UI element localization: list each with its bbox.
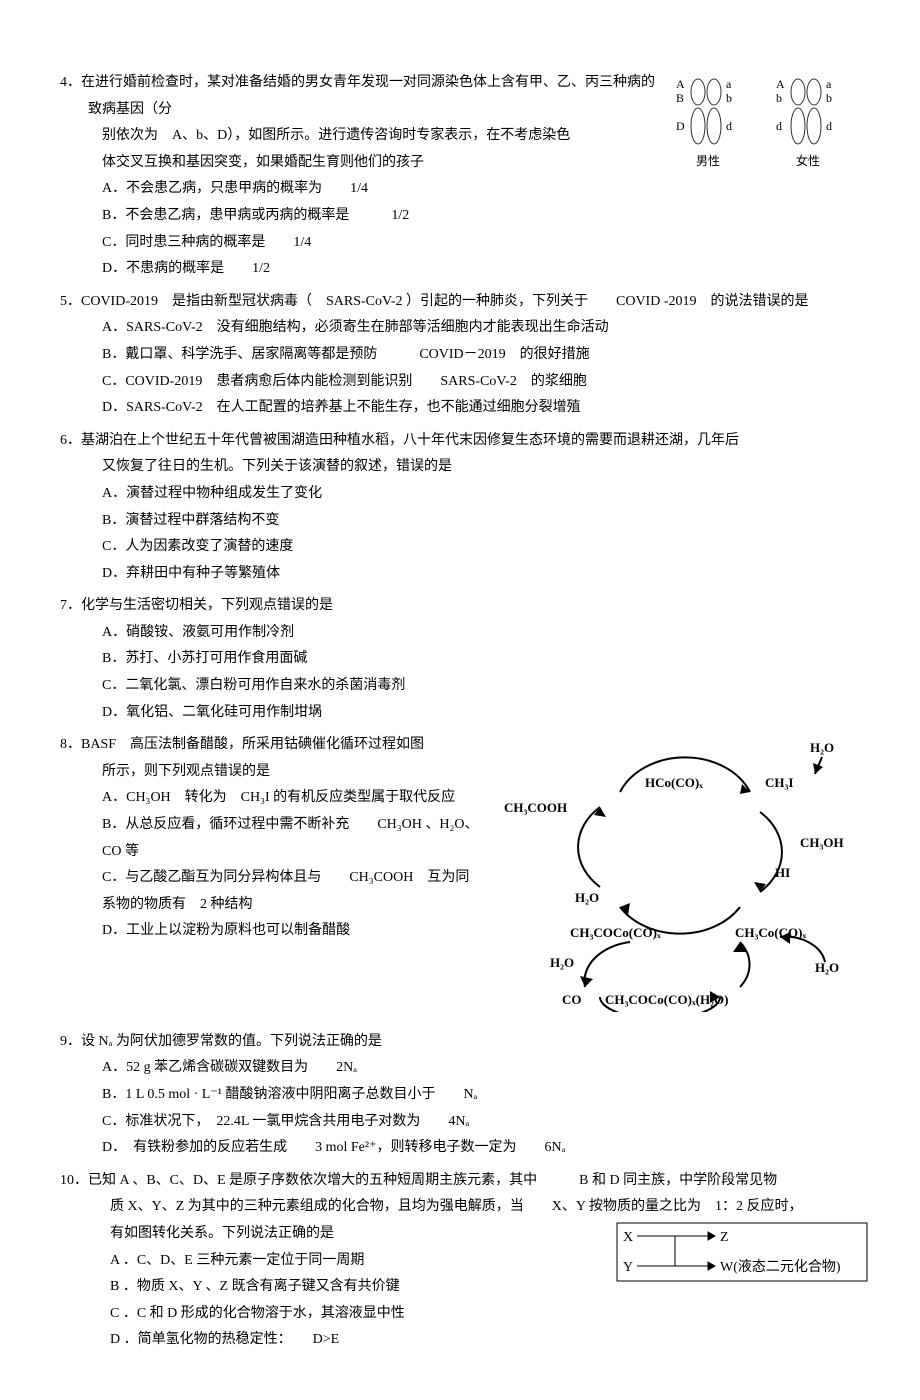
q6-option-c: C．人为因素改变了演替的速度 [102, 534, 870, 561]
svg-text:B: B [676, 91, 684, 105]
svg-text:b: b [826, 91, 832, 105]
svg-text:a: a [726, 77, 732, 91]
svg-text:男性: 男性 [696, 154, 720, 168]
q6-stem-line2: 又恢复了往日的生机。下列关于该演替的叙述，错误的是 [60, 459, 452, 474]
svg-text:CH₃OH: CH₃OH [800, 835, 844, 850]
q10-stem-line1: 10．已知 A 、B、C、D、E 是原子序数依次增大的五种短周期主族元素，其中 … [60, 1168, 870, 1195]
q9-stem: 9．设 Nₐ 为阿伏加德罗常数的值。下列说法正确的是 [60, 1029, 870, 1056]
svg-text:女性: 女性 [796, 153, 820, 168]
q4-figure: A B a b D d 男性 A b a b d d 女性 [670, 70, 870, 190]
svg-text:CH₃COCo(CO)ₓ(H₂O): CH₃COCo(CO)ₓ(H₂O) [605, 992, 728, 1007]
q4-stem-line2: 别依次为 A、b、D），如图所示。进行遗传咨询时专家表示，在不考虑染色 [60, 128, 570, 143]
question-4: A B a b D d 男性 A b a b d d 女性 4．在进行婚前检查时… [60, 70, 870, 283]
q4-stem-line3: 体交叉互换和基因突变，如果婚配生育则他们的孩子 [60, 155, 424, 170]
q10-stem-line2: 质 X、Y、Z 为其中的三种元素组成的化合物，且均为强电解质，当 X、Y 按物质… [60, 1199, 802, 1214]
svg-text:Y: Y [623, 1260, 633, 1275]
svg-text:D: D [676, 119, 685, 133]
svg-text:d: d [776, 119, 782, 133]
question-10: 10．已知 A 、B、C、D、E 是原子序数依次增大的五种短周期主族元素，其中 … [60, 1168, 870, 1354]
reaction-diagram: X Y Z W(液态二元化合物) [615, 1221, 870, 1283]
svg-text:HI: HI [775, 865, 790, 880]
q9-option-a: A．52 g 苯乙烯含碳碳双键数目为 2Nₐ [102, 1055, 870, 1082]
catalytic-cycle-diagram: H₂O HCo(CO)ₓ CH₃I CH₃COOH CH₃OH HI H₂O C… [500, 732, 860, 1012]
q5-stem: 5．COVID-2019 是指由新型冠状病毒（ SARS-CoV-2 ）引起的一… [60, 289, 870, 316]
svg-text:W(液态二元化合物): W(液态二元化合物) [720, 1259, 841, 1275]
q7-option-b: B．苏打、小苏打可用作食用面碱 [102, 646, 870, 673]
q7-stem: 7．化学与生活密切相关，下列观点错误的是 [60, 593, 870, 620]
q5-option-b: B．戴口罩、科学洗手、居家隔离等都是预防 COVID－2019 的很好措施 [102, 342, 870, 369]
q5-option-d: D．SARS-CoV-2 在人工配置的培养基上不能生存，也不能通过细胞分裂增殖 [102, 395, 870, 422]
svg-text:b: b [726, 91, 732, 105]
q4-option-c: C．同时患三种病的概率是 1/4 [102, 230, 870, 257]
svg-text:A: A [676, 77, 685, 91]
svg-text:b: b [776, 91, 782, 105]
q6-option-a: A．演替过程中物种组成发生了变化 [102, 481, 870, 508]
question-8: 8．BASF 高压法制备醋酸，所采用钴碘催化循环过程如图 所示，则下列观点错误的… [60, 732, 870, 1023]
q10-figure: X Y Z W(液态二元化合物) [615, 1221, 870, 1283]
q8-option-b-2: CO 等 [102, 839, 490, 866]
q7-option-c: C．二氧化氯、漂白粉可用作自来水的杀菌消毒剂 [102, 673, 870, 700]
q8-option-a: A．CH₃OH 转化为 CH₃I 的有机反应类型属于取代反应 [102, 785, 490, 812]
q8-option-c-2: 系物的物质有 2 种结构 [102, 892, 490, 919]
chromosome-diagram: A B a b D d 男性 A b a b d d 女性 [670, 70, 870, 190]
svg-text:d: d [726, 119, 732, 133]
svg-text:H₂O: H₂O [575, 890, 599, 905]
q8-option-d: D．工业上以淀粉为原料也可以制备醋酸 [102, 918, 490, 945]
question-5: 5．COVID-2019 是指由新型冠状病毒（ SARS-CoV-2 ）引起的一… [60, 289, 870, 422]
svg-text:CH₃I: CH₃I [765, 775, 793, 790]
svg-text:X: X [623, 1230, 633, 1245]
q5-option-a: A．SARS-CoV-2 没有细胞结构，必须寄生在肺部等活细胞内才能表现出生命活… [102, 315, 870, 342]
svg-text:Z: Z [720, 1230, 729, 1245]
question-7: 7．化学与生活密切相关，下列观点错误的是 A．硝酸铵、液氨可用作制冷剂 B．苏打… [60, 593, 870, 726]
svg-text:A: A [776, 77, 785, 91]
svg-text:H₂O: H₂O [550, 955, 574, 970]
q9-option-c: C．标准状况下， 22.4L 一氯甲烷含共用电子对数为 4Nₐ [102, 1109, 870, 1136]
q6-option-d: D．弃耕田中有种子等繁殖体 [102, 561, 870, 588]
q9-option-b: B．1 L 0.5 mol · L⁻¹ 醋酸钠溶液中阴阳离子总数目小于 Nₐ [102, 1082, 870, 1109]
q8-figure: H₂O HCo(CO)ₓ CH₃I CH₃COOH CH₃OH HI H₂O C… [500, 732, 860, 1023]
svg-text:CH₃Co(CO)ₓ: CH₃Co(CO)ₓ [735, 925, 806, 940]
svg-text:CH₃COOH: CH₃COOH [504, 800, 567, 815]
q10-option-c: C ．C 和 D 形成的化合物溶于水，其溶液显中性 [110, 1301, 870, 1328]
svg-text:CO: CO [562, 992, 582, 1007]
q8-option-c-1: C．与乙酸乙酯互为同分异构体且与 CH₃COOH 互为同 [102, 865, 490, 892]
q10-option-d: D ．简单氢化物的热稳定性： D>E [110, 1327, 870, 1354]
svg-text:H₂O: H₂O [810, 740, 834, 755]
svg-text:H₂O: H₂O [815, 960, 839, 975]
q4-option-d: D．不患病的概率是 1/2 [102, 256, 870, 283]
svg-text:a: a [826, 77, 832, 91]
q8-stem-line1: 8．BASF 高压法制备醋酸，所采用钴碘催化循环过程如图 [60, 732, 490, 759]
svg-text:CH₃COCo(CO)ₓ: CH₃COCo(CO)ₓ [570, 925, 661, 940]
q8-stem-line2: 所示，则下列观点错误的是 [60, 764, 270, 779]
question-6: 6．基湖泊在上个世纪五十年代曾被围湖造田种植水稻，八十年代末因修复生态环境的需要… [60, 428, 870, 588]
q8-option-b-1: B．从总反应看，循环过程中需不断补充 CH₃OH 、H₂O、 [102, 812, 490, 839]
q10-stem-line3: 有如图转化关系。下列说法正确的是 [60, 1226, 334, 1241]
q5-option-c: C．COVID-2019 患者病愈后体内能检测到能识别 SARS-CoV-2 的… [102, 369, 870, 396]
q7-option-d: D．氧化铝、二氧化硅可用作制坩埚 [102, 700, 870, 727]
q4-option-b: B．不会患乙病，患甲病或丙病的概率是 1/2 [102, 203, 870, 230]
svg-text:d: d [826, 119, 832, 133]
svg-text:HCo(CO)ₓ: HCo(CO)ₓ [645, 775, 703, 790]
q6-stem-line1: 6．基湖泊在上个世纪五十年代曾被围湖造田种植水稻，八十年代末因修复生态环境的需要… [60, 428, 870, 455]
q7-option-a: A．硝酸铵、液氨可用作制冷剂 [102, 620, 870, 647]
q6-option-b: B．演替过程中群落结构不变 [102, 508, 870, 535]
q9-option-d: D． 有铁粉参加的反应若生成 3 mol Fe²⁺，则转移电子数一定为 6Nₐ [102, 1135, 870, 1162]
question-9: 9．设 Nₐ 为阿伏加德罗常数的值。下列说法正确的是 A．52 g 苯乙烯含碳碳… [60, 1029, 870, 1162]
